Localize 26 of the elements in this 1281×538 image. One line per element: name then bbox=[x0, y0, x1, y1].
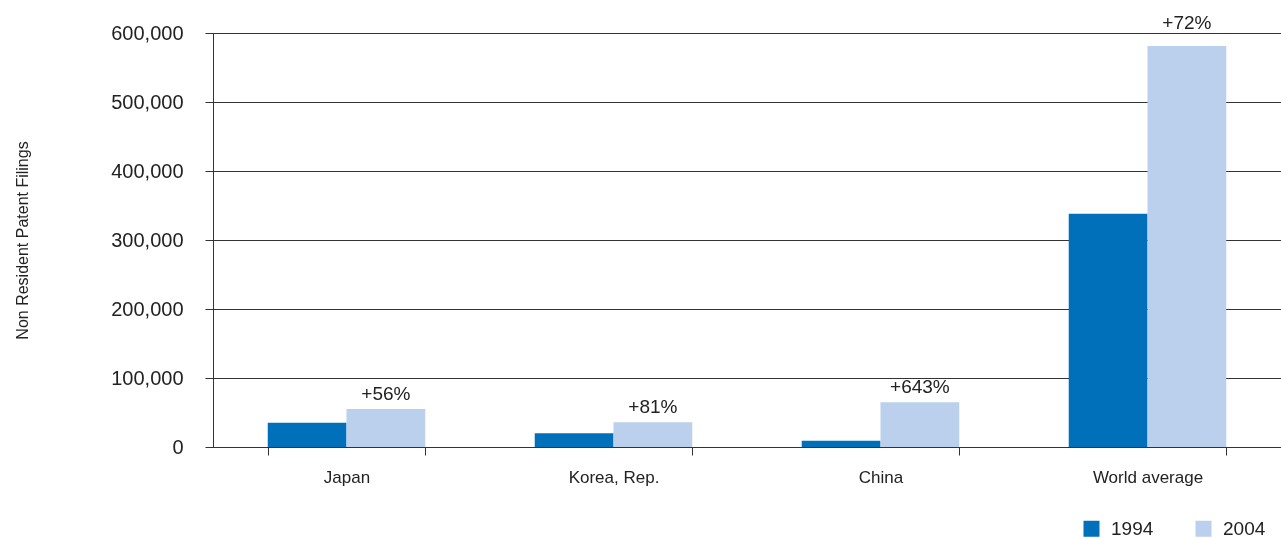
y-axis-title: Non Resident Patent Filings bbox=[14, 141, 32, 340]
y-tick-label: 200,000 bbox=[111, 297, 184, 320]
bar bbox=[1147, 46, 1227, 447]
x-tick-label: China bbox=[858, 467, 904, 487]
x-tick-label: World average bbox=[1092, 467, 1204, 487]
y-tick-label: 500,000 bbox=[111, 90, 184, 113]
y-tick-label: 100,000 bbox=[111, 366, 184, 389]
y-tick-label: 300,000 bbox=[111, 228, 184, 251]
bar bbox=[267, 422, 347, 447]
x-tick-label: Japan bbox=[323, 467, 371, 487]
bar bbox=[613, 422, 693, 447]
bar bbox=[534, 433, 614, 447]
bar bbox=[801, 440, 881, 447]
annotation: +72% bbox=[1162, 12, 1212, 33]
annotation: +81% bbox=[628, 396, 678, 418]
annotation: +643% bbox=[890, 376, 950, 398]
y-tick-label: 0 bbox=[172, 435, 184, 458]
bar bbox=[880, 402, 960, 447]
y-tick-label: 400,000 bbox=[111, 159, 184, 182]
legend-label: 2004 bbox=[1223, 517, 1266, 538]
annotation: +56% bbox=[361, 383, 411, 405]
bar bbox=[346, 409, 426, 447]
y-tick-label: 600,000 bbox=[111, 21, 184, 44]
x-tick-label: Korea, Rep. bbox=[568, 467, 660, 487]
legend-label: 1994 bbox=[1111, 517, 1154, 538]
bar bbox=[1068, 213, 1148, 447]
